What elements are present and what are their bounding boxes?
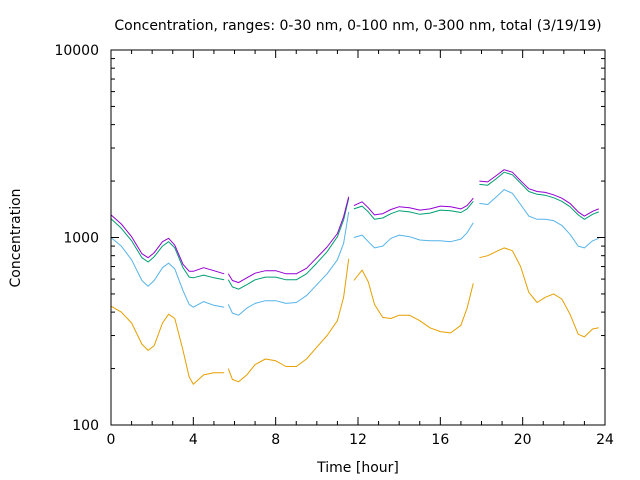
x-tick-label: 20 — [514, 432, 532, 448]
x-tick-label: 8 — [271, 432, 280, 448]
series-line-segment — [227, 196, 350, 284]
series-line-segment — [110, 218, 225, 281]
series-line-segment — [353, 222, 474, 249]
plot-area — [110, 169, 599, 385]
series-4 — [110, 169, 599, 284]
series-line-segment — [479, 169, 599, 217]
x-axis-label: Time [hour] — [316, 460, 399, 476]
series-line-segment — [479, 247, 599, 338]
series-line-segment — [110, 305, 225, 385]
chart-title: Concentration, ranges: 0-30 nm, 0-100 nm… — [114, 18, 601, 34]
y-tick-label: 10000 — [54, 43, 99, 59]
series-line-segment — [227, 258, 350, 383]
x-tick-label: 4 — [189, 432, 198, 448]
series-line-segment — [227, 198, 350, 290]
x-tick-label: 24 — [596, 432, 614, 448]
y-tick-label: 100 — [72, 418, 99, 434]
series-2 — [110, 189, 599, 316]
y-tick-label: 1000 — [63, 231, 99, 247]
series-line-segment — [353, 200, 474, 220]
series-line-segment — [479, 171, 599, 220]
x-tick-label: 16 — [431, 432, 449, 448]
x-tick-label: 12 — [349, 432, 367, 448]
series-line-segment — [110, 214, 225, 275]
series-line-segment — [227, 211, 350, 316]
series-1 — [110, 247, 599, 385]
series-line-segment — [110, 237, 225, 308]
x-tick-label: 0 — [107, 432, 116, 448]
axes: 0 4 8 12 16 20 24 100 1000 10000 — [54, 43, 614, 448]
series-line-segment — [479, 189, 599, 249]
y-axis-label: Concentration — [8, 188, 24, 287]
plot-frame — [110, 49, 606, 426]
series-line-segment — [353, 269, 474, 334]
series-line-segment — [353, 197, 474, 216]
series-3 — [110, 171, 599, 290]
